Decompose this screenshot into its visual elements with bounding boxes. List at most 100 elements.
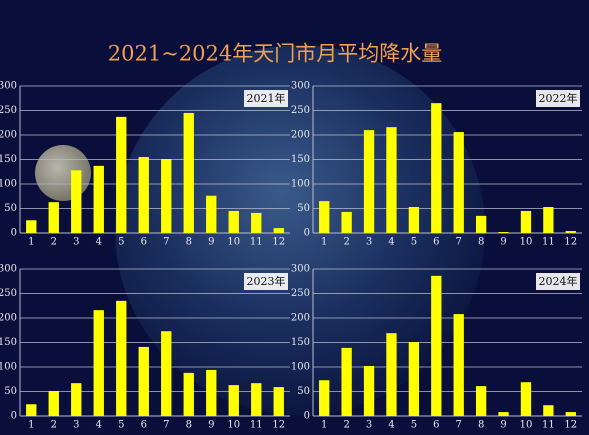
x-tick-label: 11 <box>542 237 555 248</box>
y-tick-label: 50 <box>4 203 17 214</box>
y-tick-label: 250 <box>0 288 17 299</box>
x-tick-label: 4 <box>388 237 394 248</box>
bar <box>228 385 239 416</box>
x-tick-label: 9 <box>500 420 506 431</box>
y-tick-label: 150 <box>0 337 17 348</box>
panel-title: 2023年 <box>247 274 286 288</box>
bar <box>408 207 420 233</box>
y-tick-label: 0 <box>304 411 310 422</box>
x-tick-label: 6 <box>141 237 147 248</box>
y-tick-label: 200 <box>0 130 17 141</box>
y-tick-label: 0 <box>304 228 310 239</box>
y-tick-label: 50 <box>297 203 310 214</box>
bar <box>228 210 239 233</box>
x-tick-label: 6 <box>141 420 147 431</box>
panel-title: 2022年 <box>539 91 578 105</box>
bar <box>520 210 532 233</box>
bar <box>116 116 127 233</box>
bar <box>498 232 509 233</box>
bar <box>565 231 576 233</box>
bar <box>319 201 330 233</box>
x-tick-label: 12 <box>564 420 577 431</box>
y-tick-label: 300 <box>0 264 17 275</box>
x-tick-label: 9 <box>208 420 214 431</box>
x-tick-label: 7 <box>456 237 462 248</box>
bar <box>431 103 442 234</box>
x-tick-label: 1 <box>28 237 34 248</box>
y-tick-label: 150 <box>0 154 17 165</box>
x-tick-label: 7 <box>163 237 169 248</box>
bar <box>48 391 59 416</box>
y-tick-label: 0 <box>11 228 17 239</box>
y-tick-label: 100 <box>291 179 310 190</box>
y-tick-label: 50 <box>4 386 17 397</box>
bar <box>543 405 554 416</box>
x-tick-label: 4 <box>96 420 102 431</box>
bar <box>386 333 397 416</box>
bar <box>565 412 576 416</box>
x-tick-label: 3 <box>366 237 372 248</box>
bar <box>161 331 172 416</box>
y-tick-label: 200 <box>291 313 310 324</box>
panel-title-box <box>244 273 288 290</box>
bar <box>386 127 397 233</box>
bar <box>93 310 104 416</box>
x-tick-label: 11 <box>250 420 263 431</box>
y-tick-label: 200 <box>291 130 310 141</box>
x-tick-label: 6 <box>433 420 439 431</box>
x-tick-label: 10 <box>520 420 533 431</box>
y-tick-label: 100 <box>0 179 17 190</box>
panel-title-box <box>244 90 288 107</box>
bar <box>138 346 149 416</box>
x-tick-label: 12 <box>272 420 285 431</box>
bar <box>71 383 82 416</box>
bar <box>363 130 375 233</box>
x-tick-label: 12 <box>564 237 577 248</box>
bar <box>543 207 554 233</box>
y-tick-label: 250 <box>291 105 310 116</box>
x-tick-label: 11 <box>542 420 555 431</box>
x-tick-label: 2 <box>343 237 349 248</box>
x-tick-label: 2 <box>51 420 57 431</box>
bar <box>48 202 59 233</box>
panel-title: 2024年 <box>539 274 578 288</box>
x-tick-label: 8 <box>478 420 484 431</box>
x-tick-label: 11 <box>250 237 263 248</box>
y-tick-label: 200 <box>0 313 17 324</box>
bar <box>93 165 104 233</box>
bar <box>138 157 149 233</box>
bar <box>363 366 375 416</box>
y-tick-label: 100 <box>0 362 17 373</box>
x-tick-label: 8 <box>478 237 484 248</box>
bar <box>183 112 194 233</box>
x-tick-label: 8 <box>186 420 192 431</box>
x-tick-label: 10 <box>227 237 240 248</box>
bar <box>116 300 127 416</box>
bar <box>475 386 487 416</box>
x-tick-label: 1 <box>321 420 327 431</box>
moon-image <box>35 145 91 201</box>
x-tick-label: 6 <box>433 237 439 248</box>
bar <box>273 387 284 416</box>
y-tick-label: 150 <box>291 154 310 165</box>
y-tick-label: 150 <box>291 337 310 348</box>
y-tick-label: 300 <box>291 81 310 92</box>
x-tick-label: 10 <box>227 420 240 431</box>
x-tick-label: 12 <box>272 237 285 248</box>
x-tick-label: 1 <box>321 237 327 248</box>
bar <box>251 383 262 416</box>
y-tick-label: 250 <box>0 105 17 116</box>
x-tick-label: 3 <box>73 420 79 431</box>
panel-title: 2021年 <box>247 91 286 105</box>
x-tick-label: 9 <box>500 237 506 248</box>
bar <box>319 380 330 416</box>
bar <box>341 347 352 416</box>
x-tick-label: 8 <box>186 237 192 248</box>
x-tick-label: 5 <box>118 420 124 431</box>
bar <box>453 132 464 233</box>
bar <box>183 372 194 416</box>
bar <box>453 314 464 416</box>
y-tick-label: 0 <box>11 411 17 422</box>
x-tick-label: 1 <box>28 420 34 431</box>
bar <box>475 215 487 233</box>
